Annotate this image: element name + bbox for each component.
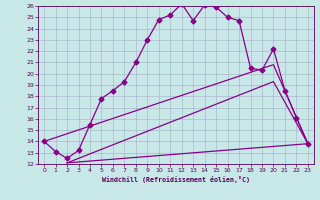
X-axis label: Windchill (Refroidissement éolien,°C): Windchill (Refroidissement éolien,°C) (102, 176, 250, 183)
